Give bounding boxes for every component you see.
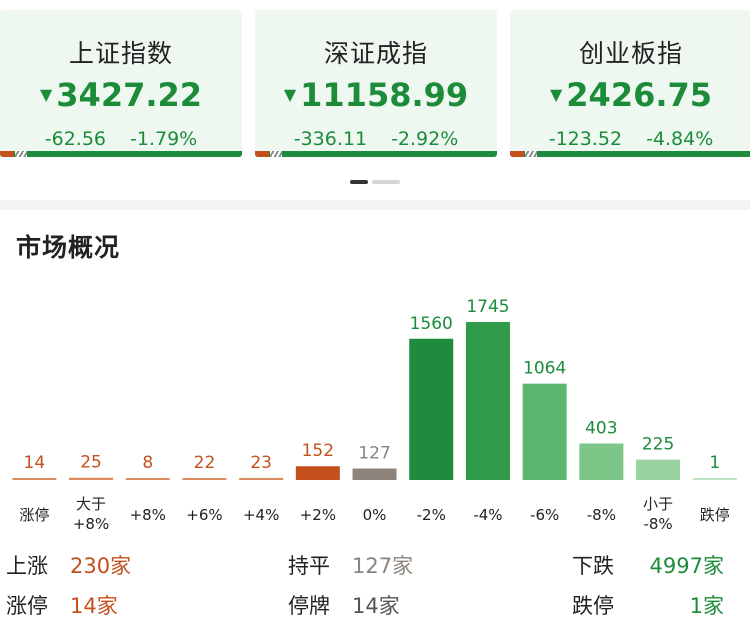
stat-flat-value: 127家 [352,554,414,578]
category-label: +4% [243,506,279,524]
index-change-row: -62.56 -1.79% [0,128,242,150]
stat-suspended-label: 停牌 [288,594,330,618]
down-arrow-icon: ▼ [39,85,53,104]
section-divider [0,200,750,210]
bar-value-label: 8 [142,453,153,473]
price-change-distribution-chart: 14 涨停 25 大于 +8% 8 +8% 22 +6% 23 +4% 152 +2% 127 0% 1560… [12,297,737,533]
bar-value-label: 225 [642,435,674,455]
index-value: 3427.22 [56,76,203,114]
bar-10 [579,443,624,480]
index-change-pct: -4.84% [646,128,714,150]
index-card-sh[interactable]: 上证指数 ▼ 3427.22 -62.56 -1.79% [0,10,242,157]
stat-down-value: 4997家 [649,554,724,578]
category-label: 小于 [643,495,673,513]
category-label: -6% [530,506,559,524]
stat-limit-down-value: 1家 [689,594,724,618]
category-label: 涨停 [19,506,49,524]
down-arrow-icon: ▼ [549,85,563,104]
index-card-sz[interactable]: 深证成指 ▼ 11158.99 -336.11 -2.92% [255,10,497,157]
stat-flat-label: 持平 [288,554,330,578]
page-dot[interactable] [372,180,400,184]
bar-6 [352,468,397,480]
index-value-row: ▼ 11158.99 [255,76,497,114]
bar-7 [409,338,454,480]
category-label: +6% [186,506,222,524]
bar-5 [295,466,340,480]
category-label: +8% [130,506,166,524]
category-label: 跌停 [700,506,730,524]
category-label: 0% [363,506,387,524]
up-down-ratio-bar [255,151,497,157]
category-label: -8% [643,515,672,533]
stat-limit-up-value: 14家 [70,594,118,618]
category-label: +8% [73,515,109,533]
bar-value-label: 1560 [410,314,453,334]
index-change-pct: -2.92% [391,128,459,150]
index-value-row: ▼ 3427.22 [0,76,242,114]
bar-value-label: 22 [194,453,216,473]
bar-3 [182,478,227,480]
index-card-cyb[interactable]: 创业板指 ▼ 2426.75 -123.52 -4.84% [510,10,750,157]
category-label: 大于 [76,495,106,513]
stat-down-label: 下跌 [572,554,614,578]
category-label: -4% [473,506,502,524]
stat-limit-down-label: 跌停 [572,594,614,618]
bar-value-label: 23 [250,453,272,473]
index-value: 2426.75 [566,76,713,114]
index-cards: 上证指数 ▼ 3427.22 -62.56 -1.79% 深证成指 ▼ 11158.9… [0,0,750,160]
bar-value-label: 152 [302,441,334,461]
carousel-page-indicator[interactable] [350,180,410,184]
bar-4 [239,477,284,480]
stat-up-label: 上涨 [6,554,48,578]
bar-value-label: 14 [24,453,46,473]
category-label: +2% [300,506,336,524]
bar-value-label: 127 [358,444,390,464]
bar-9 [522,383,567,480]
stat-suspended-value: 14家 [352,594,400,618]
index-change-row: -336.11 -2.92% [255,128,497,150]
category-label: -8% [587,506,616,524]
bar-value-label: 403 [585,419,617,439]
index-name: 创业板指 [578,39,683,68]
stat-limit-up-label: 涨停 [6,594,48,618]
bar-value-label: 25 [80,453,102,473]
index-value: 11158.99 [300,76,469,114]
bar-value-label: 1745 [466,297,509,317]
index-change: -336.11 [293,128,368,150]
bar-12 [692,478,737,480]
index-value-row: ▼ 2426.75 [510,76,750,114]
market-stats: 上涨 230家 涨停 14家 持平 127家 停牌 14家 下跌 4997家 跌… [0,548,750,618]
bar-0 [12,478,57,480]
category-label: -2% [417,506,446,524]
bar-2 [125,478,170,480]
index-change: -123.52 [548,128,623,150]
bar-1 [69,477,114,480]
bar-11 [636,459,681,480]
up-down-ratio-bar [0,151,242,157]
stat-up-value: 230家 [70,554,132,578]
bar-value-label: 1064 [523,359,566,379]
index-change-row: -123.52 -4.84% [510,128,750,150]
index-name: 深证成指 [323,39,428,68]
bar-value-label: 1 [709,453,720,473]
index-change: -62.56 [44,128,107,150]
bar-8 [465,322,510,480]
down-arrow-icon: ▼ [283,85,297,104]
up-down-ratio-bar [510,151,750,157]
index-name: 上证指数 [68,39,173,68]
page-dot-active[interactable] [350,180,368,184]
index-change-pct: -1.79% [130,128,198,150]
section-title: 市场概况 [16,233,121,262]
